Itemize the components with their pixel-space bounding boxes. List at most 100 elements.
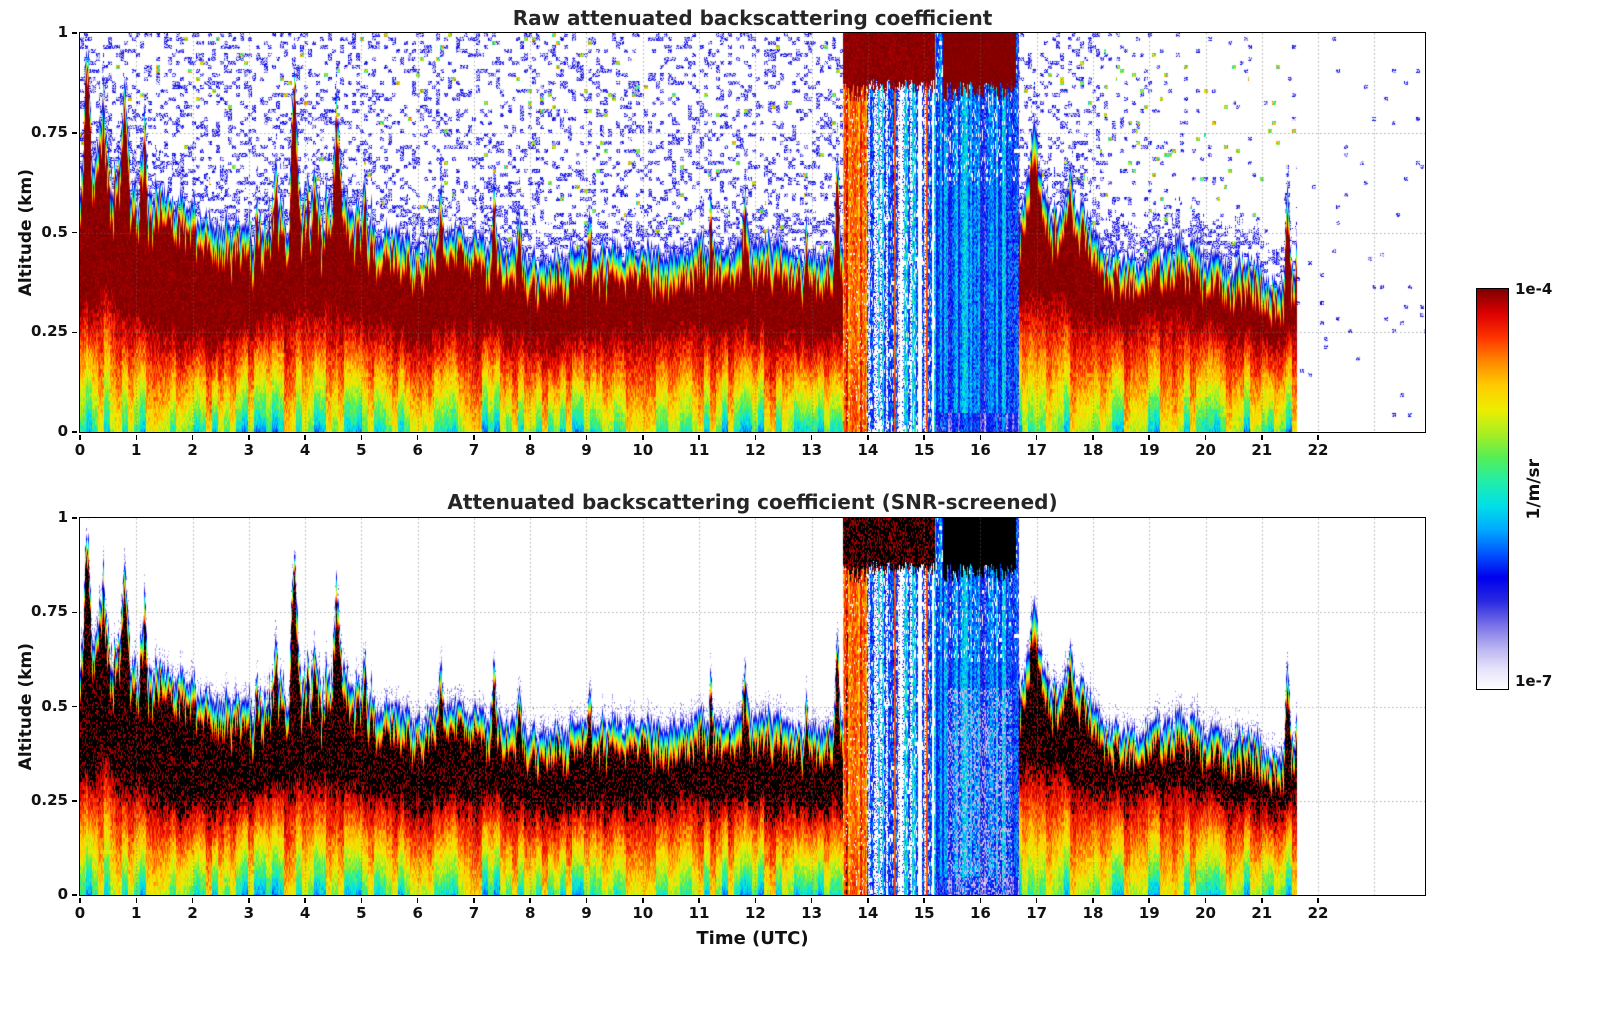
x-tick-label: 14 bbox=[857, 904, 879, 922]
x-tick-mark bbox=[304, 898, 306, 903]
colorbar-max-label: 1e-4 bbox=[1515, 280, 1553, 298]
x-tick-mark bbox=[529, 898, 531, 903]
y-tick-mark bbox=[72, 894, 77, 896]
x-tick-label: 14 bbox=[857, 441, 879, 459]
x-tick-mark bbox=[754, 898, 757, 903]
x-tick-mark bbox=[360, 435, 363, 440]
x-tick-label: 17 bbox=[1026, 904, 1048, 922]
x-tick-label: 10 bbox=[632, 904, 654, 922]
x-tick-mark bbox=[585, 898, 588, 903]
x-tick-label: 11 bbox=[688, 441, 710, 459]
x-tick-label: 10 bbox=[632, 441, 654, 459]
x-tick-label: 6 bbox=[412, 441, 423, 459]
y-tick-label: 0.25 bbox=[30, 790, 68, 809]
x-tick-mark bbox=[1261, 435, 1263, 440]
x-tick-label: 12 bbox=[744, 441, 766, 459]
colorbar-units-text: 1/m/sr bbox=[1524, 458, 1544, 520]
x-tick-label: 19 bbox=[1138, 441, 1160, 459]
heatmap-canvas-raw bbox=[79, 32, 1425, 432]
x-tick-mark bbox=[1092, 898, 1094, 903]
y-tick-label: 0.5 bbox=[41, 696, 68, 715]
heatmap-canvas-screened bbox=[79, 517, 1425, 895]
x-tick-mark bbox=[1317, 435, 1319, 440]
x-tick-mark bbox=[810, 435, 813, 440]
x-tick-mark bbox=[473, 898, 475, 903]
panel-title-raw: Raw attenuated backscattering coefficien… bbox=[512, 6, 993, 30]
x-tick-mark bbox=[360, 898, 363, 903]
x-tick-mark bbox=[191, 435, 194, 440]
x-tick-label: 9 bbox=[581, 904, 592, 922]
x-tick-mark bbox=[1148, 898, 1150, 903]
y-tick-mark bbox=[72, 800, 77, 802]
x-tick-mark bbox=[698, 435, 700, 440]
x-tick-label: 20 bbox=[1195, 441, 1216, 459]
x-tick-mark bbox=[135, 435, 138, 440]
y-tick-label: 1 bbox=[57, 23, 68, 41]
y-tick-mark bbox=[72, 705, 77, 708]
x-tick-mark bbox=[248, 898, 250, 903]
x-tick-label: 3 bbox=[243, 904, 255, 922]
x-tick-label: 9 bbox=[581, 441, 592, 459]
x-tick-label: 13 bbox=[801, 904, 823, 922]
y-tick-label: 0.25 bbox=[30, 322, 68, 341]
x-tick-label: 4 bbox=[299, 441, 311, 459]
colorbar-units: 1/m/sr bbox=[1520, 289, 1548, 689]
x-tick-label: 1 bbox=[131, 904, 142, 922]
x-tick-mark bbox=[1204, 435, 1207, 440]
x-tick-label: 2 bbox=[187, 904, 198, 922]
x-tick-mark bbox=[923, 898, 925, 903]
x-tick-mark bbox=[529, 435, 531, 440]
x-tick-mark bbox=[248, 435, 250, 440]
x-tick-label: 20 bbox=[1195, 904, 1216, 922]
x-tick-mark bbox=[642, 898, 644, 903]
x-tick-mark bbox=[1204, 898, 1207, 903]
y-tick-label: 1 bbox=[57, 508, 68, 526]
x-tick-mark bbox=[79, 435, 81, 440]
x-tick-mark bbox=[979, 898, 982, 903]
x-tick-label: 0 bbox=[74, 441, 86, 459]
x-tick-label: 8 bbox=[524, 441, 536, 459]
x-tick-mark bbox=[304, 435, 306, 440]
x-tick-mark bbox=[135, 898, 138, 903]
y-tick-mark bbox=[72, 517, 77, 519]
x-tick-label: 1 bbox=[131, 441, 142, 459]
y-tick-label: 0.5 bbox=[41, 222, 68, 241]
x-tick-mark bbox=[1261, 898, 1263, 903]
x-tick-label: 15 bbox=[913, 441, 935, 459]
x-tick-label: 6 bbox=[412, 904, 423, 922]
y-tick-mark bbox=[72, 132, 77, 134]
x-tick-label: 5 bbox=[356, 904, 367, 922]
heatmap-raw bbox=[78, 31, 1426, 433]
x-tick-mark bbox=[473, 435, 475, 440]
x-tick-label: 17 bbox=[1026, 441, 1048, 459]
x-tick-mark bbox=[979, 435, 982, 440]
x-tick-label: 4 bbox=[299, 904, 311, 922]
x-tick-mark bbox=[1035, 435, 1038, 440]
panel-title-screened: Attenuated backscattering coefficient (S… bbox=[447, 490, 1058, 514]
y-tick-mark bbox=[72, 231, 77, 234]
x-tick-mark bbox=[698, 898, 700, 903]
x-tick-mark bbox=[1035, 898, 1038, 903]
y-tick-mark bbox=[72, 331, 77, 333]
x-tick-label: 2 bbox=[187, 441, 198, 459]
x-tick-label: 3 bbox=[243, 441, 255, 459]
x-tick-label: 15 bbox=[913, 904, 935, 922]
x-tick-label: 18 bbox=[1082, 441, 1104, 459]
x-tick-label: 0 bbox=[74, 904, 86, 922]
colorbar-canvas bbox=[1476, 288, 1508, 689]
y-tick-label: 0.75 bbox=[30, 602, 68, 621]
heatmap-screened bbox=[78, 516, 1426, 896]
x-tick-mark bbox=[923, 435, 925, 440]
x-axis-title: Time (UTC) bbox=[696, 928, 809, 949]
x-tick-label: 19 bbox=[1138, 904, 1160, 922]
x-tick-label: 13 bbox=[801, 441, 823, 459]
y-tick-mark bbox=[72, 32, 77, 34]
x-tick-label: 22 bbox=[1307, 441, 1329, 459]
x-tick-label: 18 bbox=[1082, 904, 1104, 922]
x-tick-mark bbox=[416, 898, 419, 903]
x-tick-label: 8 bbox=[524, 904, 536, 922]
x-tick-label: 16 bbox=[969, 441, 991, 459]
x-tick-label: 21 bbox=[1251, 904, 1273, 922]
y-tick-label: 0.75 bbox=[30, 122, 68, 141]
